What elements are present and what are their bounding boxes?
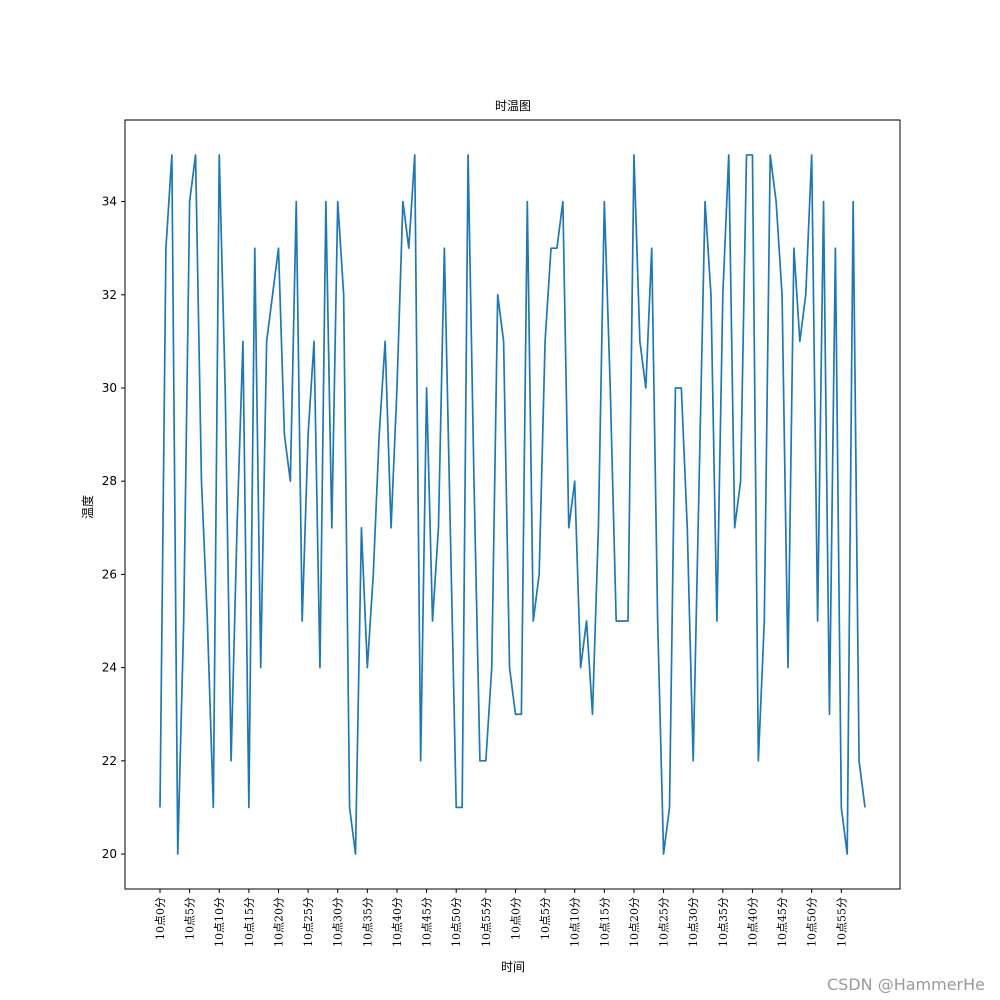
x-tick-label: 10点40分 [391,897,404,947]
series-line [159,154,866,855]
x-tick-label: 10点10分 [569,897,582,947]
x-axis-label: 时间 [501,960,525,974]
x-tick-label: 10点15分 [598,897,611,947]
watermark: CSDN @HammerHe [827,975,985,994]
x-tick-label: 10点50分 [806,897,819,947]
x-tick-label: 10点15分 [243,897,256,947]
x-tick-label: 10点25分 [302,897,315,947]
x-tick-label: 10点10分 [213,897,226,947]
y-tick-label: 34 [102,195,117,209]
x-tick-label: 10点35分 [717,897,730,947]
x-tick-label: 10点30分 [332,897,345,947]
y-axis: 20 22 24 26 28 30 32 34 [102,195,125,861]
y-tick-label: 24 [102,661,117,675]
y-tick-label: 32 [102,288,117,302]
y-tick-label: 20 [102,847,117,861]
chart-title: 时温图 [495,99,531,113]
x-tick-label: 10点25分 [658,897,671,947]
x-tick-label: 10点5分 [539,897,552,940]
x-tick-label: 10点0分 [154,897,167,940]
x-tick-label: 10点35分 [361,897,374,947]
y-tick-label: 22 [102,754,117,768]
x-tick-label: 10点0分 [509,897,522,940]
x-tick-label: 10点45分 [421,897,434,947]
axes-frame [124,119,901,890]
x-tick-label: 10点5分 [184,897,197,940]
y-tick-label: 30 [102,381,117,395]
x-tick-label: 10点45分 [776,897,789,947]
y-tick-label: 28 [102,474,117,488]
x-tick-label: 10点30分 [687,897,700,947]
x-tick-label: 10点40分 [746,897,759,947]
x-tick-label: 10点20分 [272,897,285,947]
x-tick-label: 10点55分 [835,897,848,947]
x-tick-label: 10点50分 [450,897,463,947]
x-axis: 10点0分 10点5分 10点10分 10点15分 10点20分 10点25分 10点30分… [154,889,848,947]
x-tick-label: 10点55分 [480,897,493,947]
y-axis-label: 温度 [80,495,95,519]
x-tick-label: 10点20分 [628,897,641,947]
y-tick-label: 26 [102,567,117,581]
plot-area [159,154,866,855]
